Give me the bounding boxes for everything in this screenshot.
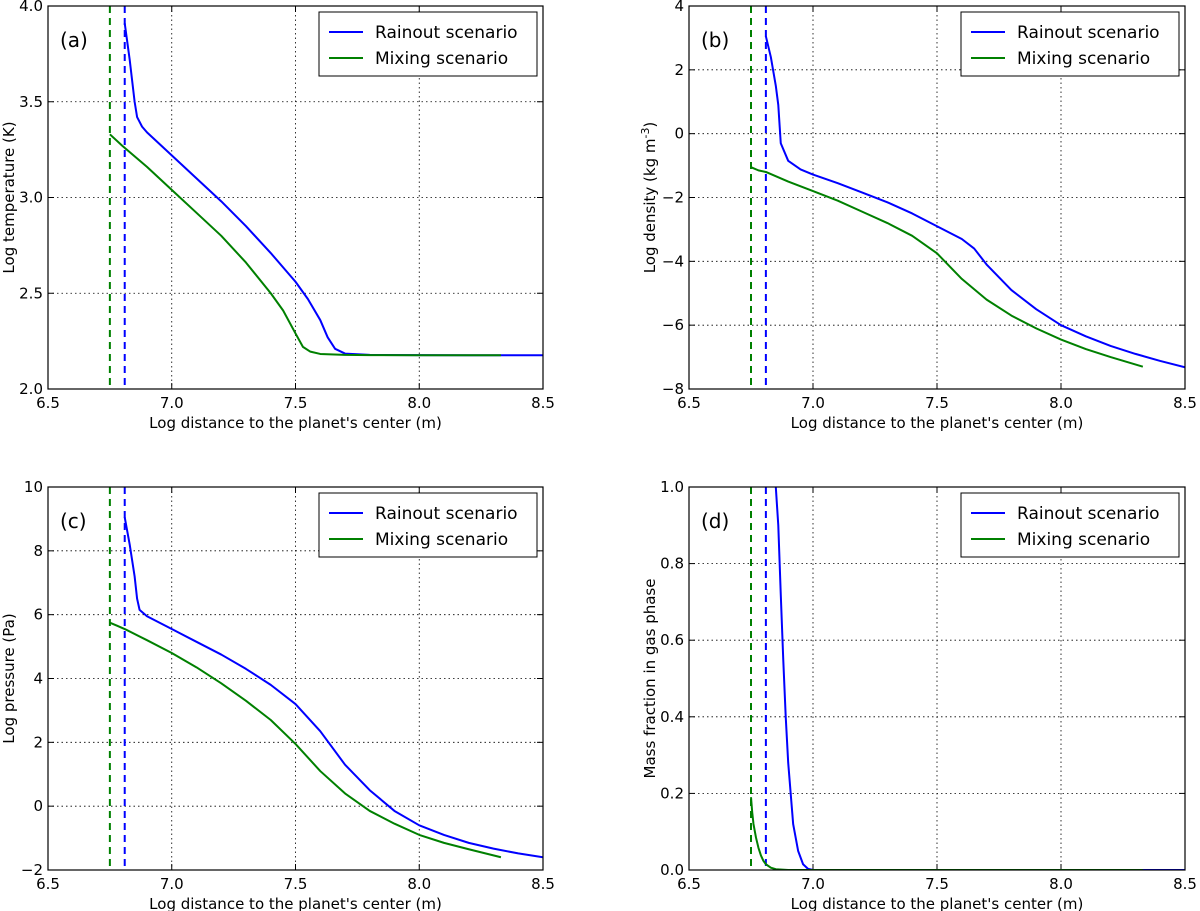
y-axis-label-superscript: -3: [639, 128, 652, 139]
y-tick-label: 4.0: [19, 0, 43, 15]
series-line-rainout: [774, 487, 1185, 870]
y-axis-label: Log pressure (Pa): [0, 613, 18, 743]
panel-label: (b): [701, 28, 729, 52]
legend-box: [960, 492, 1180, 558]
x-tick-label: 6.5: [677, 394, 701, 412]
y-axis-label-main: Mass fraction in gas phase: [641, 579, 659, 779]
series-line-mixing: [109, 133, 501, 357]
legend-label: Mixing scenario: [375, 49, 508, 69]
x-tick-label: 8.0: [1049, 875, 1073, 893]
legend-label: Rainout scenario: [375, 504, 518, 524]
panel-2: 6.5 7.0 7.5 8.0 8.5 −8 −6 −4 −2 0 2 4 (b) Rainout sce…: [639, 0, 1197, 432]
y-tick-label: 4: [33, 670, 43, 688]
y-tick-label: 3.5: [19, 93, 43, 111]
y-axis-label-main: Log pressure (Pa): [0, 613, 18, 743]
legend: Rainout scenario Mixing scenario: [960, 11, 1180, 77]
x-axis-label: Log distance to the planet's center (m): [149, 895, 442, 911]
y-tick-label: −6: [662, 316, 684, 334]
x-tick-label: 7.0: [160, 875, 184, 893]
axes-frame: [47, 486, 544, 871]
y-axis-label-main: Log temperature (K): [0, 121, 18, 273]
x-tick-label: 6.5: [36, 394, 60, 412]
legend-box: [318, 11, 538, 77]
y-tick-label: 10: [24, 478, 43, 496]
series-line-mixing: [109, 621, 502, 859]
legend-box: [318, 492, 538, 558]
y-axis-label: Log density (kg m-3): [639, 122, 659, 274]
series-line-mixing: [750, 166, 1144, 368]
y-tick-label: 1.0: [660, 478, 684, 496]
x-axis-label: Log distance to the planet's center (m): [791, 895, 1084, 911]
y-axis-label-main: Log density (kg m: [641, 139, 659, 274]
legend-label: Mixing scenario: [1017, 530, 1150, 550]
y-tick-label: 0.8: [660, 555, 684, 573]
legend: Rainout scenario Mixing scenario: [318, 492, 538, 558]
x-tick-label: 7.0: [160, 394, 184, 412]
panel-label: (d): [701, 509, 729, 533]
y-tick-label: 2: [674, 61, 684, 79]
legend-label: Mixing scenario: [375, 530, 508, 550]
legend-label: Rainout scenario: [1017, 504, 1160, 524]
y-axis-label-tail: ): [641, 122, 659, 128]
x-tick-label: 7.5: [925, 394, 949, 412]
y-tick-label: 2: [33, 733, 43, 751]
panel-3: 6.5 7.0 7.5 8.0 8.5 −2 0 2 4 6 8 10 (c) Rainout scena…: [0, 478, 555, 911]
axes-frame: [688, 5, 1186, 390]
x-tick-label: 6.5: [677, 875, 701, 893]
panel-1: 6.5 7.0 7.5 8.0 8.5 2.0 2.5 3.0 3.5 4.0 (a) Rainout…: [0, 0, 555, 432]
x-tick-label: 7.5: [284, 875, 308, 893]
legend-box: [960, 11, 1180, 77]
y-tick-label: 3.0: [19, 189, 43, 207]
y-axis-label: Log temperature (K): [0, 121, 18, 273]
series-line-rainout: [764, 36, 1185, 369]
y-tick-label: 4: [674, 0, 684, 15]
legend-label: Rainout scenario: [1017, 23, 1160, 43]
y-tick-label: 2.5: [19, 284, 43, 302]
x-tick-label: 8.0: [1049, 394, 1073, 412]
y-tick-label: 0.4: [660, 708, 684, 726]
series-line-mixing: [750, 797, 1143, 870]
y-tick-label: −4: [662, 252, 684, 270]
axes-frame: [688, 486, 1186, 871]
legend: Rainout scenario Mixing scenario: [318, 11, 538, 77]
x-tick-label: 8.5: [531, 394, 555, 412]
x-tick-label: 8.5: [531, 875, 555, 893]
y-axis-label: Mass fraction in gas phase: [641, 579, 659, 779]
legend: Rainout scenario Mixing scenario: [960, 492, 1180, 558]
y-tick-label: 8: [33, 542, 43, 560]
x-tick-label: 8.5: [1173, 875, 1197, 893]
x-tick-label: 7.0: [801, 875, 825, 893]
panel-4: 6.5 7.0 7.5 8.0 8.5 0.0 0.2 0.4 0.6 0.8 1.0 (d) Rain…: [641, 478, 1197, 911]
y-tick-label: 0: [33, 797, 43, 815]
x-tick-label: 8.0: [407, 394, 431, 412]
y-tick-label: 0.0: [660, 861, 684, 879]
y-tick-label: 0.2: [660, 784, 684, 802]
panel-label: (c): [60, 509, 87, 533]
x-axis-label: Log distance to the planet's center (m): [149, 414, 442, 432]
legend-label: Mixing scenario: [1017, 49, 1150, 69]
x-tick-label: 8.0: [407, 875, 431, 893]
series-line-rainout: [123, 517, 543, 859]
x-tick-label: 8.5: [1173, 394, 1197, 412]
x-tick-label: 7.0: [801, 394, 825, 412]
y-tick-label: −2: [662, 189, 684, 207]
x-tick-label: 7.5: [284, 394, 308, 412]
y-tick-label: 6: [33, 606, 43, 624]
y-tick-label: −8: [662, 380, 684, 398]
axes-frame: [47, 5, 544, 390]
x-axis-label: Log distance to the planet's center (m): [791, 414, 1084, 432]
y-tick-label: 0.6: [660, 631, 684, 649]
y-tick-label: −2: [21, 861, 43, 879]
legend-label: Rainout scenario: [375, 23, 518, 43]
x-tick-label: 7.5: [925, 875, 949, 893]
y-tick-label: 2.0: [19, 380, 43, 398]
x-tick-label: 6.5: [36, 875, 60, 893]
panel-label: (a): [60, 28, 88, 52]
y-tick-label: 0: [674, 125, 684, 143]
